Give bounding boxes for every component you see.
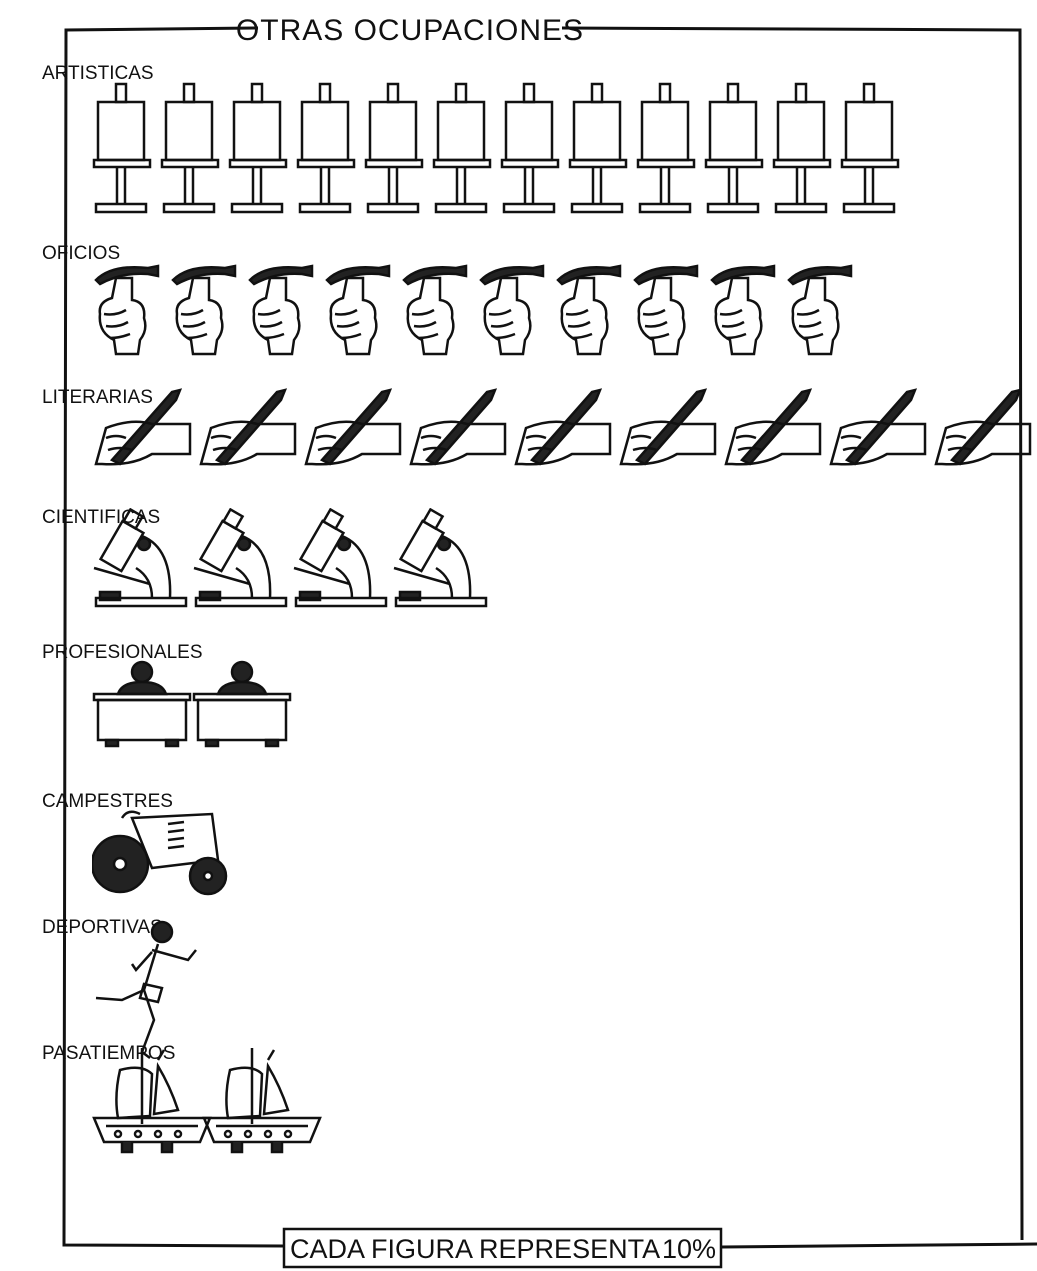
pictogram-icon (192, 660, 292, 748)
pictogram-icon (636, 82, 696, 214)
pictogram-icon (304, 388, 402, 466)
category-label: CIENTIFICAS (42, 507, 160, 528)
pictogram-icon (710, 264, 776, 356)
pictogram-icon (934, 388, 1032, 466)
pictogram-icon (94, 920, 198, 1060)
frame (62, 26, 1037, 1269)
pictogram-icon (402, 264, 468, 356)
pictogram-icon (568, 82, 628, 214)
category-label: DEPORTIVAS (42, 917, 163, 938)
pictogram-icon (724, 388, 822, 466)
pictogram-icon (94, 264, 160, 356)
category-label: LITERARIAS (42, 387, 153, 408)
pictogram-icon (292, 508, 388, 608)
category-label: OFICIOS (42, 243, 120, 264)
pictogram-icon (192, 508, 288, 608)
pictogram-icon (160, 82, 220, 214)
pictogram-icon (92, 82, 152, 214)
pictogram-icon (787, 264, 853, 356)
pictogram-icon (829, 388, 927, 466)
pictogram-icon (840, 82, 900, 214)
pictogram-icon (479, 264, 545, 356)
category-label: CAMPESTRES (42, 791, 173, 812)
pictogram-icon (92, 810, 228, 896)
figure-note: CADA FIGURA REPRESENTA (290, 1234, 660, 1264)
figure-value: 10% (662, 1234, 716, 1264)
pictogram-icon (171, 264, 237, 356)
pictogram-icon (325, 264, 391, 356)
pictogram-icon (248, 264, 314, 356)
pictogram-icon (772, 82, 832, 214)
pictogram-icon (199, 388, 297, 466)
category-label: ARTISTICAS (42, 63, 154, 84)
category-label: PASATIEMPOS (42, 1043, 175, 1064)
pictogram-icon (392, 508, 488, 608)
pictogram-icon (704, 82, 764, 214)
pictogram-icon (409, 388, 507, 466)
pictogram-icon (92, 660, 192, 748)
pictogram-icon (202, 1046, 322, 1154)
pictogram-icon (296, 82, 356, 214)
pictogram-icon (633, 264, 699, 356)
category-label: PROFESIONALES (42, 642, 203, 663)
pictogram-icon (619, 388, 717, 466)
pictogram-icon (364, 82, 424, 214)
pictogram-icon (500, 82, 560, 214)
pictogram-icon (556, 264, 622, 356)
pictogram-icon (228, 82, 288, 214)
chart-title: OTRAS OCUPACIONES (236, 14, 584, 47)
pictogram-icon (432, 82, 492, 214)
pictogram-icon (514, 388, 612, 466)
